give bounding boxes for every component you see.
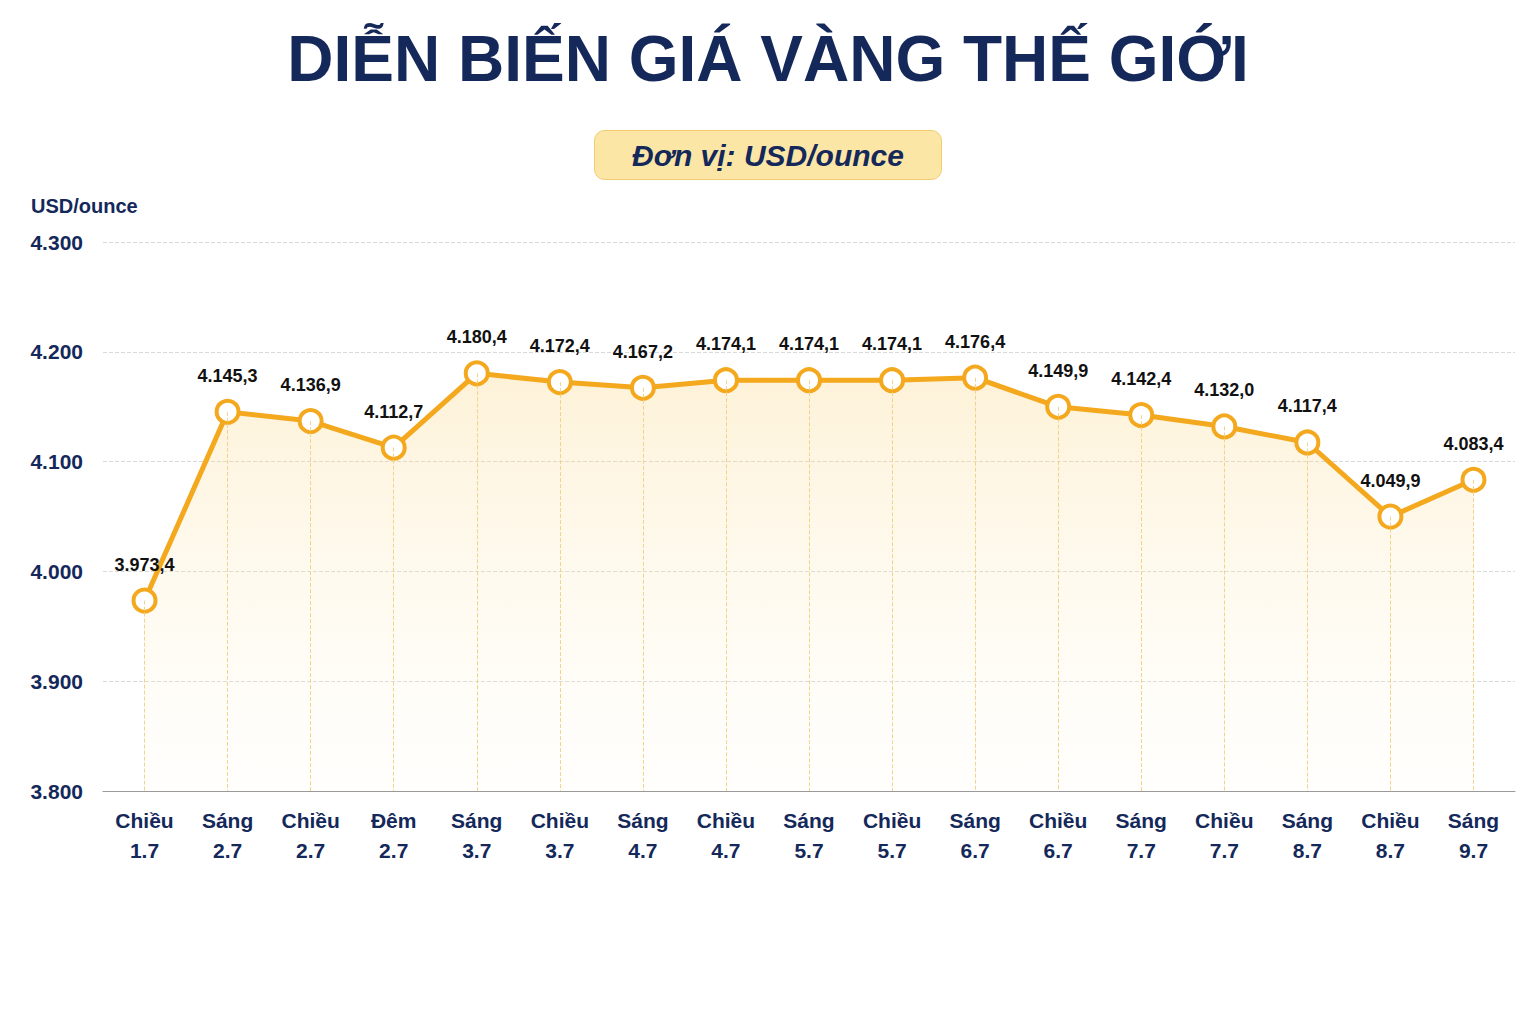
svg-text:4.000: 4.000: [30, 560, 83, 583]
svg-text:Sáng: Sáng: [1448, 809, 1499, 832]
svg-text:2.7: 2.7: [296, 839, 325, 862]
svg-text:Chiều: Chiều: [863, 809, 921, 832]
svg-text:8.7: 8.7: [1293, 839, 1322, 862]
svg-text:7.7: 7.7: [1210, 839, 1239, 862]
svg-text:6.7: 6.7: [1044, 839, 1073, 862]
svg-text:2.7: 2.7: [213, 839, 242, 862]
svg-text:4.174,1: 4.174,1: [862, 334, 922, 354]
svg-text:Chiều: Chiều: [1361, 809, 1419, 832]
svg-text:4.083,4: 4.083,4: [1443, 434, 1503, 454]
svg-text:3.7: 3.7: [545, 839, 574, 862]
svg-text:Chiều: Chiều: [115, 809, 173, 832]
svg-text:4.117,4: 4.117,4: [1278, 396, 1337, 416]
svg-text:DIỄN BIẾN GIÁ VÀNG THẾ GIỚI: DIỄN BIẾN GIÁ VÀNG THẾ GIỚI: [287, 23, 1248, 95]
svg-text:5.7: 5.7: [794, 839, 823, 862]
svg-text:2.7: 2.7: [379, 839, 408, 862]
svg-text:9.7: 9.7: [1459, 839, 1488, 862]
svg-text:4.180,4: 4.180,4: [447, 327, 507, 347]
svg-text:Chiều: Chiều: [697, 809, 755, 832]
svg-text:Sáng: Sáng: [1116, 809, 1167, 832]
svg-text:4.136,9: 4.136,9: [281, 375, 341, 395]
svg-text:USD/ounce: USD/ounce: [31, 195, 138, 217]
svg-text:Sáng: Sáng: [949, 809, 1000, 832]
svg-text:1.7: 1.7: [130, 839, 159, 862]
svg-text:Đêm: Đêm: [371, 809, 417, 832]
svg-text:5.7: 5.7: [877, 839, 906, 862]
svg-text:4.200: 4.200: [30, 340, 83, 363]
svg-text:3.7: 3.7: [462, 839, 491, 862]
svg-text:Chiều: Chiều: [1029, 809, 1087, 832]
svg-text:3.800: 3.800: [30, 780, 83, 803]
svg-text:4.172,4: 4.172,4: [530, 336, 590, 356]
svg-text:4.142,4: 4.142,4: [1111, 369, 1171, 389]
svg-text:Sáng: Sáng: [451, 809, 502, 832]
svg-text:Đơn vị: USD/ounce: Đơn vị: USD/ounce: [632, 139, 904, 172]
svg-text:4.149,9: 4.149,9: [1028, 361, 1088, 381]
svg-text:7.7: 7.7: [1127, 839, 1156, 862]
svg-text:4.174,1: 4.174,1: [696, 334, 756, 354]
svg-text:4.176,4: 4.176,4: [945, 332, 1005, 352]
svg-text:Sáng: Sáng: [783, 809, 834, 832]
svg-text:3.973,4: 3.973,4: [114, 555, 174, 575]
svg-text:Sáng: Sáng: [617, 809, 668, 832]
svg-text:4.112,7: 4.112,7: [364, 402, 423, 422]
svg-text:4.145,3: 4.145,3: [198, 366, 258, 386]
svg-text:4.132,0: 4.132,0: [1194, 380, 1254, 400]
svg-text:3.900: 3.900: [30, 670, 83, 693]
svg-text:4.100: 4.100: [30, 450, 83, 473]
svg-text:4.167,2: 4.167,2: [613, 342, 673, 362]
svg-text:Sáng: Sáng: [1282, 809, 1333, 832]
svg-text:Sáng: Sáng: [202, 809, 253, 832]
svg-text:Chiều: Chiều: [531, 809, 589, 832]
svg-text:4.300: 4.300: [30, 231, 83, 254]
svg-text:Chiều: Chiều: [1195, 809, 1253, 832]
svg-text:4.7: 4.7: [711, 839, 740, 862]
svg-text:8.7: 8.7: [1376, 839, 1405, 862]
svg-text:4.174,1: 4.174,1: [779, 334, 839, 354]
svg-text:4.049,9: 4.049,9: [1360, 471, 1420, 491]
svg-text:6.7: 6.7: [961, 839, 990, 862]
svg-text:4.7: 4.7: [628, 839, 657, 862]
svg-text:Chiều: Chiều: [281, 809, 339, 832]
